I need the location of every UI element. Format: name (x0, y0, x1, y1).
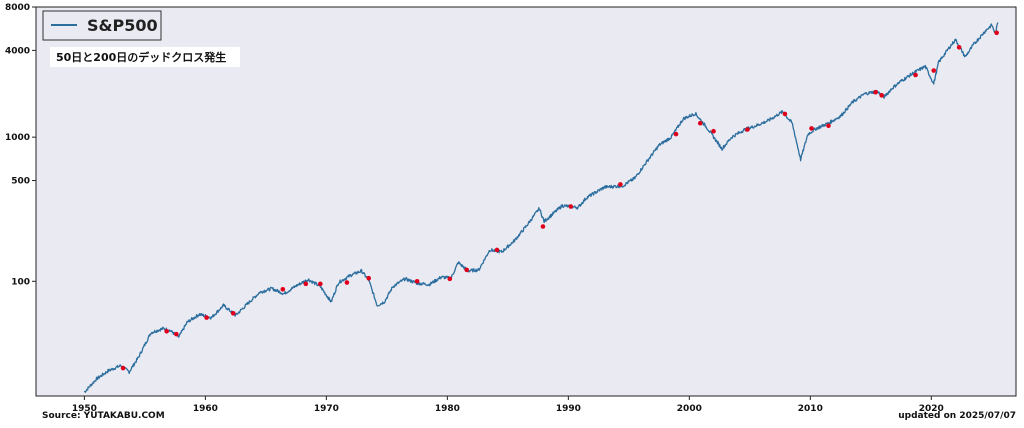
cross-marker (618, 182, 623, 187)
x-tick-label: 1960 (193, 404, 218, 414)
updated-label: updated on 2025/07/07 (898, 411, 1016, 421)
legend: S&P500 (42, 10, 162, 41)
cross-marker (366, 275, 372, 281)
cross-marker (494, 247, 500, 253)
cross-marker (540, 224, 546, 229)
x-tick-label: 2020 (919, 404, 944, 414)
x-tick-label: 1980 (435, 404, 460, 414)
legend-label: S&P500 (87, 16, 158, 35)
x-tick-label: 1950 (72, 404, 97, 414)
cross-marker (697, 120, 703, 126)
cross-marker (711, 128, 716, 134)
cross-marker (164, 328, 169, 334)
cross-marker (303, 281, 309, 287)
cross-marker (931, 68, 937, 73)
cross-marker (230, 310, 236, 316)
y-tick-label: 4000 (5, 46, 30, 56)
y-tick-label: 500 (11, 177, 30, 187)
cross-marker (447, 276, 453, 282)
cross-marker (568, 204, 574, 209)
y-tick-label: 1000 (5, 133, 30, 143)
cross-marker (318, 281, 323, 287)
cross-marker (879, 93, 885, 98)
x-tick-label: 2000 (677, 404, 702, 414)
series-line-sp500 (83, 22, 999, 393)
x-tick-label: 2010 (798, 404, 823, 414)
x-tick-label: 1970 (314, 404, 339, 414)
y-tick-label: 8000 (5, 3, 30, 13)
cross-marker (745, 127, 750, 132)
cross-marker (280, 286, 286, 292)
cross-marker (913, 72, 918, 78)
cross-marker (344, 280, 350, 285)
cross-marker (120, 365, 126, 371)
cross-marker (673, 131, 679, 137)
annotation-box (50, 47, 240, 67)
plot-area (35, 6, 1017, 397)
annotation-text: 50日と200日のデッドクロス発生 (56, 50, 226, 64)
cross-markers (120, 30, 999, 371)
cross-marker (956, 45, 962, 50)
cross-marker (994, 30, 999, 36)
cross-marker (782, 111, 788, 117)
cross-marker (204, 315, 209, 320)
cross-marker (464, 267, 470, 273)
source-label: Source: YUTAKABU.COM (42, 411, 165, 421)
x-tick-label: 1990 (556, 404, 581, 414)
cross-marker (414, 278, 420, 284)
y-axis: 100 500 1000 4000 8000 (5, 3, 36, 287)
x-axis: 1950 1960 1970 1980 1990 2000 2010 2020 (72, 396, 944, 414)
cross-marker (826, 123, 831, 129)
cross-marker (809, 126, 814, 131)
y-tick-label: 100 (11, 277, 30, 287)
cross-marker (873, 89, 878, 95)
cross-marker (174, 331, 179, 337)
